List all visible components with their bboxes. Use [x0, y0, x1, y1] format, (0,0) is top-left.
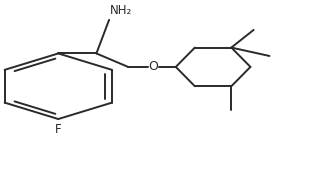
Text: F: F — [55, 123, 62, 136]
Text: O: O — [149, 60, 159, 73]
Text: NH₂: NH₂ — [109, 4, 132, 17]
